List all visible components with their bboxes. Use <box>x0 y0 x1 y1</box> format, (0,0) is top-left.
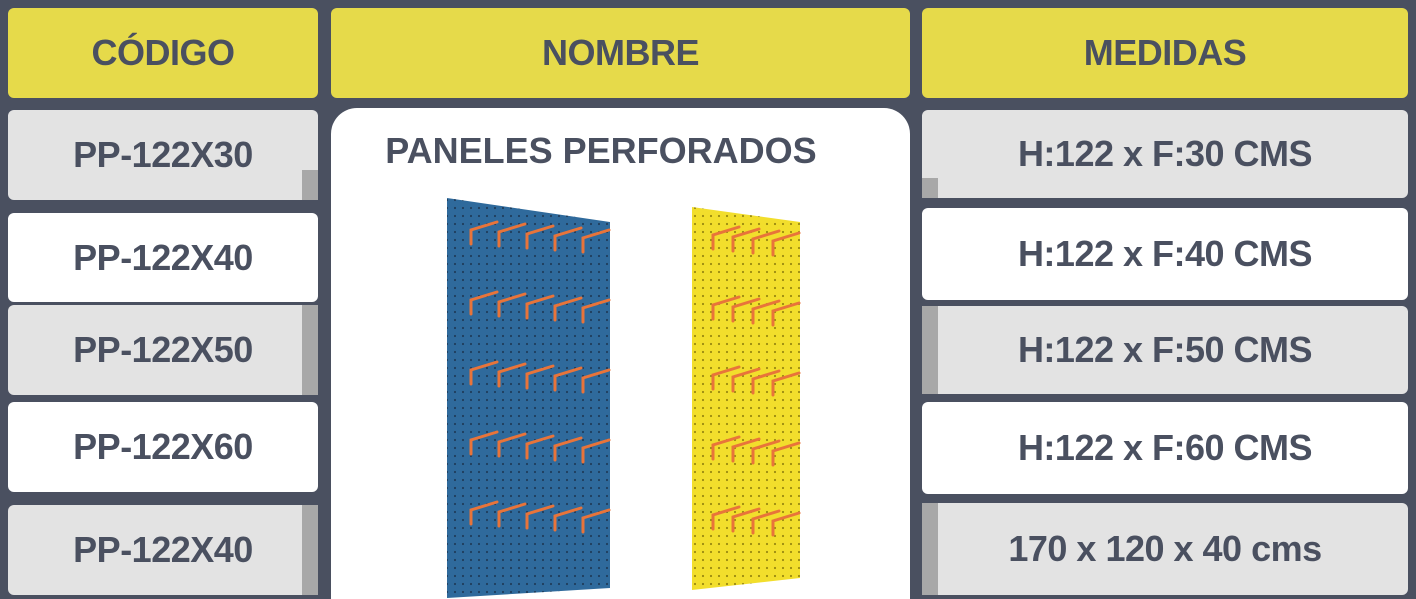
column-header: NOMBRE <box>331 8 910 98</box>
hook <box>497 222 527 248</box>
hook <box>751 439 781 465</box>
hook <box>553 436 583 462</box>
hook <box>711 365 741 391</box>
hook <box>469 430 499 456</box>
blue-pegboard-holes <box>447 198 610 598</box>
cell-accent <box>302 505 318 595</box>
cell-accent <box>922 306 938 394</box>
hook <box>731 297 761 323</box>
hook <box>581 298 611 324</box>
hook <box>771 371 801 397</box>
hook <box>751 509 781 535</box>
hook <box>771 511 801 537</box>
hook <box>497 292 527 318</box>
hook <box>553 226 583 252</box>
hook <box>581 228 611 254</box>
hook <box>469 360 499 386</box>
hook <box>525 434 555 460</box>
hook <box>581 508 611 534</box>
hook <box>731 437 761 463</box>
measure-cell: 170 x 120 x 40 cms <box>922 503 1408 595</box>
hook <box>525 364 555 390</box>
hook <box>553 506 583 532</box>
cell-accent <box>302 170 318 200</box>
measure-cell: H:122 x F:50 CMS <box>922 306 1408 394</box>
hook <box>751 299 781 325</box>
hook <box>751 369 781 395</box>
hook <box>525 504 555 530</box>
hook <box>731 507 761 533</box>
column-header: CÓDIGO <box>8 8 318 98</box>
hooks <box>469 220 801 537</box>
hook <box>771 301 801 327</box>
product-panel: PANELES PERFORADOS <box>331 108 910 599</box>
code-cell: PP-122X30 <box>8 110 318 200</box>
measure-cell: H:122 x F:60 CMS <box>922 402 1408 494</box>
hook <box>581 438 611 464</box>
column-header: MEDIDAS <box>922 8 1408 98</box>
cell-accent <box>922 503 938 595</box>
hook <box>469 500 499 526</box>
hook <box>711 295 741 321</box>
hook <box>497 502 527 528</box>
code-cell: PP-122X50 <box>8 305 318 395</box>
hook <box>731 227 761 253</box>
cell-accent <box>302 305 318 395</box>
hook <box>553 366 583 392</box>
code-cell: PP-122X40 <box>8 505 318 595</box>
hook <box>711 435 741 461</box>
hook <box>751 229 781 255</box>
hook <box>497 362 527 388</box>
hook <box>771 231 801 257</box>
hook <box>711 225 741 251</box>
yellow-pegboard-holes <box>692 207 800 590</box>
code-cell: PP-122X40 <box>8 213 318 302</box>
hook <box>731 367 761 393</box>
hook <box>553 296 583 322</box>
hook <box>469 220 499 246</box>
product-name: PANELES PERFORADOS <box>385 130 817 171</box>
hook <box>581 368 611 394</box>
hook <box>525 294 555 320</box>
measure-cell: H:122 x F:40 CMS <box>922 208 1408 300</box>
product-image <box>447 198 801 598</box>
hook <box>711 505 741 531</box>
measure-cell: H:122 x F:30 CMS <box>922 110 1408 198</box>
hook <box>497 432 527 458</box>
cell-accent <box>922 178 938 198</box>
hook <box>771 441 801 467</box>
hook <box>525 224 555 250</box>
code-cell: PP-122X60 <box>8 402 318 492</box>
hook <box>469 290 499 316</box>
